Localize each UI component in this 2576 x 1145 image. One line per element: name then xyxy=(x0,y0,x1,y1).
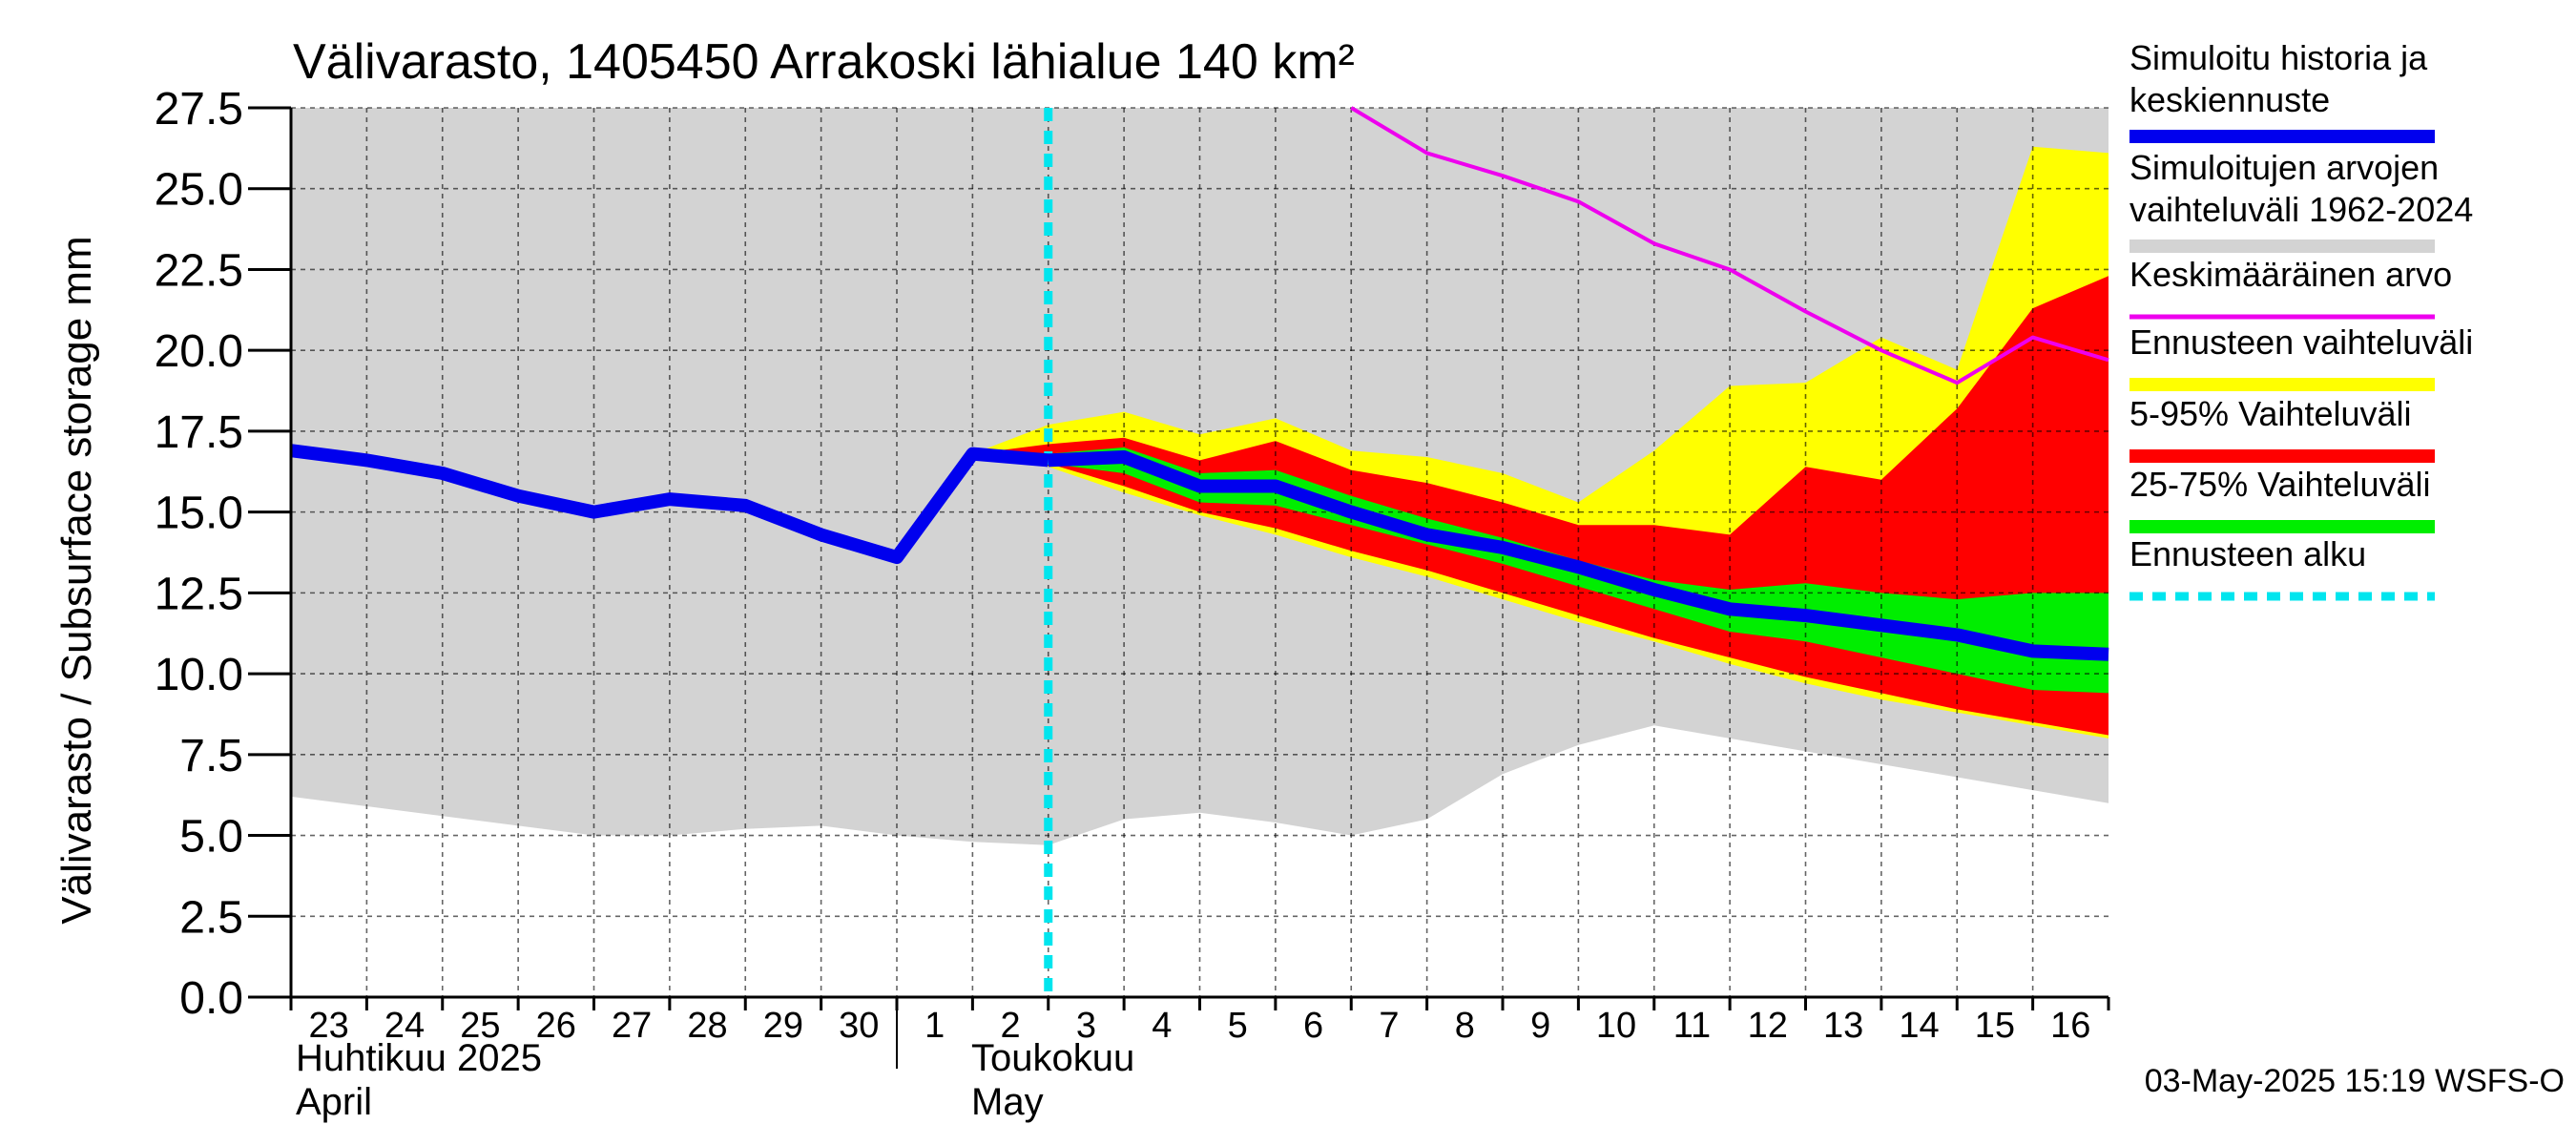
legend-label: Keskimääräinen arvo xyxy=(2129,255,2452,294)
chart-title: Välivarasto, 1405450 Arrakoski lähialue … xyxy=(293,34,1355,90)
y-tick-label: 5.0 xyxy=(179,812,243,863)
month-label-may-fi: Toukokuu xyxy=(971,1037,1134,1079)
grid-lines xyxy=(291,107,2109,997)
x-tick-label: 23 xyxy=(309,1006,349,1046)
x-tick-label: 27 xyxy=(612,1006,652,1046)
x-tick-label: 24 xyxy=(384,1006,425,1046)
y-tick-label: 10.0 xyxy=(155,650,243,700)
x-tick-label: 13 xyxy=(1823,1006,1863,1046)
x-tick-label: 5 xyxy=(1228,1006,1248,1046)
x-tick-label: 12 xyxy=(1748,1006,1788,1046)
month-labels: Huhtikuu 2025 April Toukokuu May xyxy=(296,1037,1134,1123)
legend-label: vaihteluväli 1962-2024 xyxy=(2129,190,2473,229)
y-tick-label: 25.0 xyxy=(155,165,243,216)
month-label-april-en: April xyxy=(296,1081,372,1123)
y-axis-label: Välivarasto / Subsurface storage mm xyxy=(53,236,100,924)
x-tick-label: 8 xyxy=(1455,1006,1475,1046)
timestamp: 03-May-2025 15:19 WSFS-O xyxy=(2145,1063,2565,1099)
legend-label: Ennusteen alku xyxy=(2129,534,2366,573)
simulated-history-line xyxy=(290,444,1049,565)
y-tick-label: 15.0 xyxy=(155,489,243,539)
x-tick-label: 29 xyxy=(763,1006,803,1046)
legend-label: keskiennuste xyxy=(2129,80,2330,119)
y-tick-label: 17.5 xyxy=(155,407,243,458)
x-tick-label: 26 xyxy=(536,1006,576,1046)
x-tick-label: 10 xyxy=(1596,1006,1636,1046)
x-tick-label: 14 xyxy=(1899,1006,1939,1046)
y-tick-label: 22.5 xyxy=(155,245,243,296)
y-tick-label: 20.0 xyxy=(155,326,243,377)
legend-label: 25-75% Vaihteluväli xyxy=(2129,465,2431,504)
x-tick-label: 1 xyxy=(924,1006,945,1046)
month-label-april-fi: Huhtikuu 2025 xyxy=(296,1037,542,1079)
y-tick-label: 2.5 xyxy=(179,892,243,943)
x-tick-label: 7 xyxy=(1379,1006,1399,1046)
x-tick-label: 2 xyxy=(1000,1006,1020,1046)
mean-value-line xyxy=(1350,106,2109,385)
median-forecast-line xyxy=(1048,450,2109,661)
legend-label: Simuloitu historia ja xyxy=(2129,38,2428,77)
x-tick-label: 3 xyxy=(1076,1006,1096,1046)
x-tick-label: 25 xyxy=(460,1006,500,1046)
y-tick-label: 12.5 xyxy=(155,569,243,619)
x-tick-label: 9 xyxy=(1530,1006,1550,1046)
y-tick-label: 27.5 xyxy=(155,84,243,135)
x-tick-label: 11 xyxy=(1673,1006,1711,1046)
y-tick-label: 0.0 xyxy=(179,973,243,1024)
legend-label: 5-95% Vaihteluväli xyxy=(2129,394,2412,433)
y-tick-label: 7.5 xyxy=(179,731,243,781)
band-25-75 xyxy=(972,447,2109,694)
x-tick-label: 15 xyxy=(1975,1006,2015,1046)
x-tick-label: 6 xyxy=(1303,1006,1323,1046)
axes: 0.0 2.5 5.0 7.5 10.0 12.5 15.0 17.5 20.0 22.5 25.0… xyxy=(155,84,2110,1069)
legend-label: Simuloitujen arvojen xyxy=(2129,148,2439,187)
x-tick-label: 28 xyxy=(687,1006,727,1046)
legend-label: Ennusteen vaihteluväli xyxy=(2129,323,2473,362)
series-lines xyxy=(290,106,2109,997)
month-label-may-en: May xyxy=(971,1081,1044,1123)
x-tick-label: 30 xyxy=(839,1006,879,1046)
x-tick-label: 16 xyxy=(2050,1006,2090,1046)
x-tick-label: 4 xyxy=(1152,1006,1172,1046)
